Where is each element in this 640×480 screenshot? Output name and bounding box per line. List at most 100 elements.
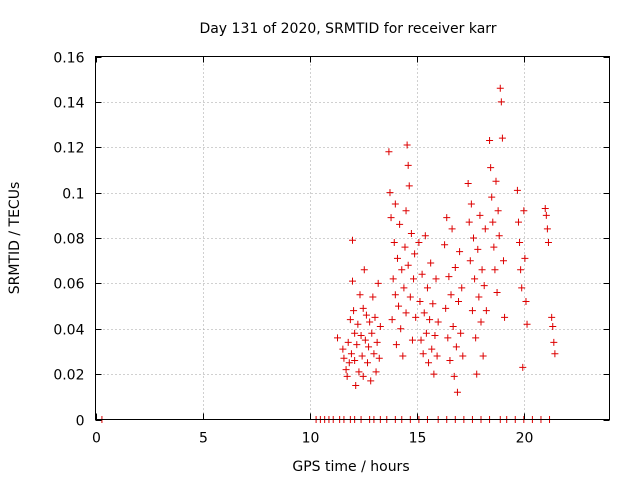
- data-point: [475, 293, 483, 301]
- y-tick-label: 0.16: [53, 51, 84, 67]
- data-point: [479, 352, 487, 360]
- data-point: [434, 318, 442, 326]
- data-point: [351, 329, 359, 337]
- data-point: [468, 307, 476, 315]
- data-point: [412, 313, 420, 321]
- data-point: [523, 320, 531, 328]
- data-point: [448, 225, 456, 233]
- y-tick-label: 0.14: [53, 96, 84, 112]
- data-point: [542, 211, 550, 219]
- data-point: [432, 275, 440, 283]
- data-point: [361, 336, 369, 344]
- data-point: [458, 284, 466, 292]
- data-point: [392, 341, 400, 349]
- data-point: [346, 316, 354, 324]
- data-point: [357, 332, 365, 340]
- data-point: [490, 243, 498, 251]
- data-point: [520, 207, 528, 215]
- data-point: [427, 259, 435, 267]
- data-point: [551, 350, 559, 358]
- data-point: [402, 309, 410, 317]
- y-tick-label: 0.1: [62, 187, 84, 203]
- data-point: [349, 277, 356, 285]
- data-point: [340, 354, 348, 362]
- data-point: [351, 357, 359, 365]
- data-point: [395, 302, 403, 310]
- data-point: [360, 266, 368, 274]
- data-point: [350, 307, 358, 315]
- data-point: [421, 232, 429, 240]
- data-point: [375, 354, 383, 362]
- data-point: [481, 225, 489, 233]
- data-point: [459, 352, 467, 360]
- data-point: [444, 334, 452, 342]
- data-point: [402, 207, 410, 215]
- data-point: [367, 377, 375, 385]
- data-point: [345, 359, 353, 367]
- data-point: [362, 311, 370, 319]
- y-tick-label: 0.02: [53, 368, 84, 384]
- data-point: [423, 284, 431, 292]
- data-point: [359, 372, 367, 380]
- y-tick-label: 0.08: [53, 232, 84, 248]
- data-point: [495, 232, 503, 240]
- data-point: [388, 316, 396, 324]
- y-tick-label: 0.04: [53, 323, 84, 339]
- data-point: [343, 372, 351, 380]
- data-point: [450, 372, 458, 380]
- data-point: [418, 270, 426, 278]
- data-point: [334, 334, 342, 342]
- data-point: [355, 368, 363, 376]
- data-point: [387, 214, 395, 222]
- data-point: [471, 275, 479, 283]
- data-point: [513, 186, 521, 194]
- data-point: [422, 329, 430, 337]
- y-tick-labels: 0 0.02 0.04 0.06 0.08 0.1 0.12 0.14 0.16: [53, 51, 84, 430]
- data-point: [373, 338, 381, 346]
- data-point: [455, 298, 463, 306]
- data-point: [417, 336, 425, 344]
- x-tick-label: 15: [409, 431, 427, 447]
- data-point: [467, 200, 475, 208]
- data-point: [473, 370, 481, 378]
- data-point: [548, 313, 556, 321]
- data-point: [359, 304, 367, 312]
- data-point: [404, 161, 412, 169]
- data-point: [347, 350, 355, 358]
- data-point: [464, 180, 472, 188]
- data-point: [541, 205, 549, 213]
- data-point: [487, 164, 495, 172]
- data-point: [425, 359, 433, 367]
- data-point: [411, 250, 419, 258]
- data-point: [400, 284, 408, 292]
- data-point: [499, 257, 507, 265]
- data-point: [494, 207, 502, 215]
- data-point: [519, 363, 527, 371]
- data-point: [405, 182, 413, 190]
- axis-ticks: [95, 56, 610, 421]
- data-point: [399, 352, 407, 360]
- data-point: [476, 211, 484, 219]
- data-point: [493, 288, 501, 296]
- data-point: [489, 218, 497, 226]
- data-point: [466, 257, 474, 265]
- y-tick-label: 0.06: [53, 277, 84, 293]
- data-point: [550, 338, 558, 346]
- data-point: [433, 352, 441, 360]
- data-point: [480, 282, 488, 290]
- data-point: [352, 381, 360, 389]
- data-point: [486, 136, 494, 144]
- data-point: [353, 341, 361, 349]
- data-point: [401, 243, 409, 251]
- data-point: [406, 293, 414, 301]
- data-point: [453, 388, 461, 396]
- grid: [95, 56, 610, 420]
- data-point: [501, 313, 509, 321]
- data-point: [397, 325, 405, 333]
- data-point: [451, 263, 459, 271]
- x-tick-label: 5: [199, 431, 208, 447]
- data-point: [404, 261, 412, 269]
- data-point: [385, 148, 393, 156]
- data-point: [349, 236, 356, 244]
